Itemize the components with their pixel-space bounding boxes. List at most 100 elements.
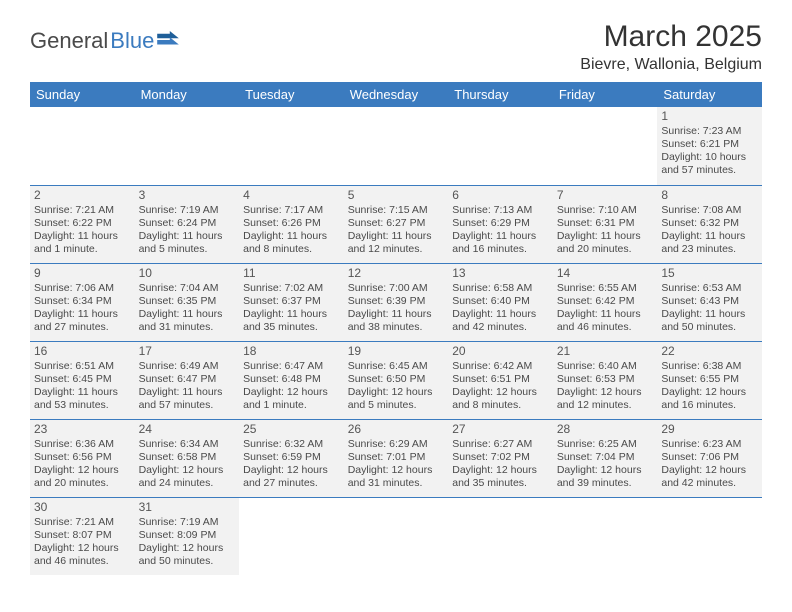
calendar-cell: 7Sunrise: 7:10 AMSunset: 6:31 PMDaylight…: [553, 185, 658, 263]
sunset-text: Sunset: 6:29 PM: [452, 217, 549, 230]
calendar-cell: 23Sunrise: 6:36 AMSunset: 6:56 PMDayligh…: [30, 419, 135, 497]
sunrise-text: Sunrise: 6:53 AM: [661, 282, 758, 295]
day-number: 4: [243, 188, 340, 203]
sunset-text: Sunset: 6:39 PM: [348, 295, 445, 308]
daylight-text: Daylight: 11 hours and 42 minutes.: [452, 308, 549, 334]
sunset-text: Sunset: 6:35 PM: [139, 295, 236, 308]
calendar-cell: [239, 497, 344, 575]
sunset-text: Sunset: 6:31 PM: [557, 217, 654, 230]
sunrise-text: Sunrise: 7:19 AM: [139, 204, 236, 217]
daylight-text: Daylight: 12 hours and 46 minutes.: [34, 542, 131, 568]
day-cell: 4Sunrise: 7:17 AMSunset: 6:26 PMDaylight…: [239, 186, 344, 263]
calendar-week: 2Sunrise: 7:21 AMSunset: 6:22 PMDaylight…: [30, 185, 762, 263]
daylight-text: Daylight: 12 hours and 1 minute.: [243, 386, 340, 412]
calendar-cell: [344, 497, 449, 575]
daylight-text: Daylight: 11 hours and 5 minutes.: [139, 230, 236, 256]
day-cell: 13Sunrise: 6:58 AMSunset: 6:40 PMDayligh…: [448, 264, 553, 341]
daylight-text: Daylight: 11 hours and 31 minutes.: [139, 308, 236, 334]
sunset-text: Sunset: 6:42 PM: [557, 295, 654, 308]
sunset-text: Sunset: 8:09 PM: [139, 529, 236, 542]
calendar-cell: 17Sunrise: 6:49 AMSunset: 6:47 PMDayligh…: [135, 341, 240, 419]
sunrise-text: Sunrise: 7:19 AM: [139, 516, 236, 529]
calendar-cell: 9Sunrise: 7:06 AMSunset: 6:34 PMDaylight…: [30, 263, 135, 341]
day-number: 2: [34, 188, 131, 203]
day-cell: 24Sunrise: 6:34 AMSunset: 6:58 PMDayligh…: [135, 420, 240, 497]
daylight-text: Daylight: 11 hours and 53 minutes.: [34, 386, 131, 412]
calendar-week: 1Sunrise: 7:23 AMSunset: 6:21 PMDaylight…: [30, 107, 762, 185]
calendar-cell: 18Sunrise: 6:47 AMSunset: 6:48 PMDayligh…: [239, 341, 344, 419]
sunset-text: Sunset: 6:56 PM: [34, 451, 131, 464]
day-cell: 31Sunrise: 7:19 AMSunset: 8:09 PMDayligh…: [135, 498, 240, 576]
calendar-cell: 26Sunrise: 6:29 AMSunset: 7:01 PMDayligh…: [344, 419, 449, 497]
sunrise-text: Sunrise: 6:51 AM: [34, 360, 131, 373]
sunrise-text: Sunrise: 7:06 AM: [34, 282, 131, 295]
day-number: 1: [661, 109, 758, 124]
calendar-cell: 21Sunrise: 6:40 AMSunset: 6:53 PMDayligh…: [553, 341, 658, 419]
weekday-header: Tuesday: [239, 82, 344, 107]
sunset-text: Sunset: 6:22 PM: [34, 217, 131, 230]
calendar-cell: [135, 107, 240, 185]
day-number: 17: [139, 344, 236, 359]
day-cell: 15Sunrise: 6:53 AMSunset: 6:43 PMDayligh…: [657, 264, 762, 341]
day-cell: 28Sunrise: 6:25 AMSunset: 7:04 PMDayligh…: [553, 420, 658, 497]
sunset-text: Sunset: 7:01 PM: [348, 451, 445, 464]
day-cell: 10Sunrise: 7:04 AMSunset: 6:35 PMDayligh…: [135, 264, 240, 341]
weekday-header: Friday: [553, 82, 658, 107]
calendar-cell: 13Sunrise: 6:58 AMSunset: 6:40 PMDayligh…: [448, 263, 553, 341]
calendar-cell: [448, 107, 553, 185]
daylight-text: Daylight: 10 hours and 57 minutes.: [661, 151, 758, 177]
calendar-cell: 5Sunrise: 7:15 AMSunset: 6:27 PMDaylight…: [344, 185, 449, 263]
sunrise-text: Sunrise: 7:13 AM: [452, 204, 549, 217]
brand-logo: General Blue: [30, 28, 179, 54]
sunrise-text: Sunrise: 7:02 AM: [243, 282, 340, 295]
daylight-text: Daylight: 11 hours and 38 minutes.: [348, 308, 445, 334]
day-number: 26: [348, 422, 445, 437]
day-cell: 6Sunrise: 7:13 AMSunset: 6:29 PMDaylight…: [448, 186, 553, 263]
sunset-text: Sunset: 6:58 PM: [139, 451, 236, 464]
day-cell: 2Sunrise: 7:21 AMSunset: 6:22 PMDaylight…: [30, 186, 135, 263]
day-number: 7: [557, 188, 654, 203]
day-cell: 11Sunrise: 7:02 AMSunset: 6:37 PMDayligh…: [239, 264, 344, 341]
sunset-text: Sunset: 6:48 PM: [243, 373, 340, 386]
sunrise-text: Sunrise: 6:55 AM: [557, 282, 654, 295]
day-number: 21: [557, 344, 654, 359]
day-number: 5: [348, 188, 445, 203]
daylight-text: Daylight: 12 hours and 5 minutes.: [348, 386, 445, 412]
sunset-text: Sunset: 7:04 PM: [557, 451, 654, 464]
day-number: 12: [348, 266, 445, 281]
day-number: 10: [139, 266, 236, 281]
sunrise-text: Sunrise: 7:17 AM: [243, 204, 340, 217]
sunrise-text: Sunrise: 7:08 AM: [661, 204, 758, 217]
calendar-cell: [657, 497, 762, 575]
day-number: 29: [661, 422, 758, 437]
daylight-text: Daylight: 11 hours and 12 minutes.: [348, 230, 445, 256]
day-cell: 26Sunrise: 6:29 AMSunset: 7:01 PMDayligh…: [344, 420, 449, 497]
day-cell: 22Sunrise: 6:38 AMSunset: 6:55 PMDayligh…: [657, 342, 762, 419]
sunset-text: Sunset: 6:47 PM: [139, 373, 236, 386]
brand-part2: Blue: [110, 28, 154, 54]
calendar-cell: [344, 107, 449, 185]
calendar-cell: 12Sunrise: 7:00 AMSunset: 6:39 PMDayligh…: [344, 263, 449, 341]
calendar-cell: 16Sunrise: 6:51 AMSunset: 6:45 PMDayligh…: [30, 341, 135, 419]
calendar-cell: 22Sunrise: 6:38 AMSunset: 6:55 PMDayligh…: [657, 341, 762, 419]
day-number: 16: [34, 344, 131, 359]
sunset-text: Sunset: 6:51 PM: [452, 373, 549, 386]
day-number: 18: [243, 344, 340, 359]
sunset-text: Sunset: 6:26 PM: [243, 217, 340, 230]
daylight-text: Daylight: 12 hours and 35 minutes.: [452, 464, 549, 490]
sunrise-text: Sunrise: 6:27 AM: [452, 438, 549, 451]
day-cell: 20Sunrise: 6:42 AMSunset: 6:51 PMDayligh…: [448, 342, 553, 419]
calendar-cell: 6Sunrise: 7:13 AMSunset: 6:29 PMDaylight…: [448, 185, 553, 263]
sunset-text: Sunset: 6:59 PM: [243, 451, 340, 464]
calendar-cell: [448, 497, 553, 575]
day-number: 14: [557, 266, 654, 281]
month-title: March 2025: [580, 20, 762, 54]
day-number: 15: [661, 266, 758, 281]
sunset-text: Sunset: 7:02 PM: [452, 451, 549, 464]
calendar-cell: [30, 107, 135, 185]
calendar-cell: 28Sunrise: 6:25 AMSunset: 7:04 PMDayligh…: [553, 419, 658, 497]
calendar-cell: 19Sunrise: 6:45 AMSunset: 6:50 PMDayligh…: [344, 341, 449, 419]
sunrise-text: Sunrise: 6:49 AM: [139, 360, 236, 373]
calendar-week: 23Sunrise: 6:36 AMSunset: 6:56 PMDayligh…: [30, 419, 762, 497]
calendar-page: General Blue March 2025 Bievre, Wallonia…: [0, 0, 792, 595]
